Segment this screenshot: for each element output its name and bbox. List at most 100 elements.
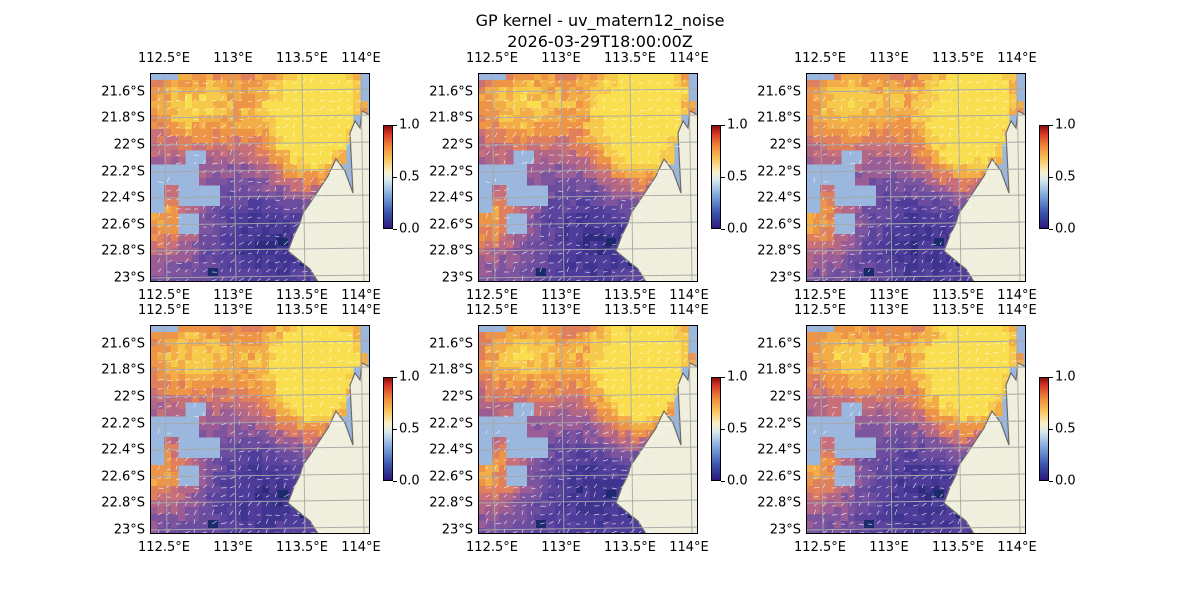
figure-title: GP kernel - uv_matern12_noise <box>475 11 725 30</box>
lon-tick-label-bottom: 114°E <box>669 540 709 555</box>
colorbar-tick-mark <box>721 125 725 126</box>
colorbar-tick-label: 0.0 <box>727 221 748 237</box>
lat-tick-label: 22.4°S <box>101 190 145 206</box>
colorbar-tick-mark <box>721 229 725 230</box>
colorbar-tick-mark <box>1049 177 1053 178</box>
colorbar-tick-mark <box>393 429 397 430</box>
lon-tick-label-bottom: 114°E <box>341 540 381 555</box>
lon-tick-label-top: 114°E <box>997 303 1037 318</box>
colorbar-tick-mark <box>393 481 397 482</box>
colorbar <box>711 125 721 229</box>
lat-tick-label: 22.6°S <box>757 469 801 485</box>
lat-tick-label: 22.8°S <box>101 243 145 259</box>
colorbar <box>383 125 393 229</box>
graticule <box>806 73 1026 282</box>
lat-tick-label: 22.8°S <box>757 243 801 259</box>
colorbar-tick-label: 0.0 <box>1055 473 1076 489</box>
current-vectors <box>157 77 362 282</box>
lon-tick-label-top: 112.5°E <box>794 303 846 318</box>
lon-tick-label-bottom: 114°E <box>341 288 381 303</box>
lat-tick-label: 21.8°S <box>757 110 801 126</box>
lon-tick-label-top: 113°E <box>213 51 253 66</box>
colorbar-tick-mark <box>1049 429 1053 430</box>
colorbar-tick-mark <box>1049 377 1053 378</box>
current-vectors <box>813 78 1016 282</box>
colorbar-tick-label: 1.0 <box>727 117 748 133</box>
lat-tick-label: 23°S <box>113 522 145 538</box>
lat-tick-label: 22.4°S <box>101 442 145 458</box>
lat-tick-label: 22.6°S <box>757 217 801 233</box>
lat-tick-label: 23°S <box>441 270 473 286</box>
land-coastline <box>287 362 370 534</box>
lon-tick-label-top: 112.5°E <box>138 51 190 66</box>
colorbar-tick-label: 0.5 <box>727 421 748 437</box>
lon-tick-label-bottom: 113.5°E <box>604 288 656 303</box>
lon-tick-label-bottom: 113.5°E <box>276 288 328 303</box>
lon-tick-label-top: 113°E <box>213 303 253 318</box>
lat-tick-label: 21.6°S <box>101 84 145 100</box>
lat-tick-label: 22.6°S <box>429 469 473 485</box>
colorbar-tick-mark <box>721 377 725 378</box>
lat-tick-label: 22.4°S <box>757 190 801 206</box>
map-canvas <box>150 325 370 534</box>
colorbar <box>1039 377 1049 481</box>
colorbar-tick-label: 1.0 <box>1055 117 1076 133</box>
colorbar-tick-mark <box>1049 125 1053 126</box>
figure-subtitle-timestamp: 2026-03-29T18:00:00Z <box>507 32 693 51</box>
lon-tick-label-top: 113.5°E <box>604 51 656 66</box>
colorbar-tick-label: 1.0 <box>1055 369 1076 385</box>
graticule <box>806 325 1026 534</box>
lon-tick-label-top: 112.5°E <box>466 303 518 318</box>
colorbar-tick-mark <box>393 377 397 378</box>
map-panel: 112.5°E 112.5°E 113°E 113°E 113.5°E 113.5°E 11… <box>429 51 747 303</box>
lon-tick-label-top: 113.5°E <box>276 51 328 66</box>
lat-tick-label: 22.4°S <box>429 442 473 458</box>
lon-tick-label-top: 112.5°E <box>138 303 190 318</box>
lat-tick-label: 23°S <box>113 270 145 286</box>
lat-tick-label: 22.8°S <box>429 243 473 259</box>
lon-tick-label-top: 113°E <box>541 303 581 318</box>
lon-tick-label-top: 112.5°E <box>794 51 846 66</box>
lon-tick-label-top: 114°E <box>341 303 381 318</box>
colorbar <box>711 377 721 481</box>
map-canvas <box>806 73 1026 282</box>
lat-tick-label: 21.8°S <box>101 362 145 378</box>
lat-tick-label: 22°S <box>113 137 145 153</box>
colorbar-tick-mark <box>721 429 725 430</box>
map-canvas <box>806 325 1026 534</box>
lon-tick-label-top: 113.5°E <box>932 303 984 318</box>
lon-tick-label-top: 114°E <box>341 51 381 66</box>
lon-tick-label-top: 114°E <box>997 51 1037 66</box>
lat-tick-label: 22.2°S <box>101 164 145 180</box>
lon-tick-label-top: 114°E <box>669 51 709 66</box>
graticule <box>150 325 370 534</box>
map-panel: 112.5°E 112.5°E 113°E 113°E 113.5°E 113.5°E 11… <box>101 303 419 555</box>
lat-tick-label: 22.2°S <box>429 164 473 180</box>
lon-tick-label-bottom: 113.5°E <box>604 540 656 555</box>
lat-tick-label: 21.8°S <box>429 362 473 378</box>
land-coastline <box>287 110 370 282</box>
land-coastline <box>615 110 698 282</box>
data-field <box>806 73 1024 282</box>
lat-tick-label: 21.6°S <box>429 84 473 100</box>
lon-tick-label-top: 113°E <box>869 303 909 318</box>
current-vectors <box>485 77 688 282</box>
colorbar-tick-label: 0.5 <box>727 169 748 185</box>
colorbar-tick-label: 0.0 <box>1055 221 1076 237</box>
lat-tick-label: 22.2°S <box>757 164 801 180</box>
data-field <box>478 325 696 534</box>
lon-tick-label-bottom: 113.5°E <box>932 288 984 303</box>
graticule <box>478 73 698 282</box>
lat-tick-label: 22.4°S <box>429 190 473 206</box>
colorbar-tick-label: 0.0 <box>399 473 420 489</box>
lon-tick-label-top: 113.5°E <box>604 303 656 318</box>
lon-tick-label-top: 113°E <box>869 51 909 66</box>
colorbar-tick-label: 1.0 <box>399 117 420 133</box>
lon-tick-label-bottom: 113.5°E <box>276 540 328 555</box>
land-coastline <box>615 362 698 534</box>
lon-tick-label-bottom: 112.5°E <box>794 540 846 555</box>
land-coastline <box>943 110 1026 282</box>
map-canvas <box>150 73 370 282</box>
lon-tick-label-top: 113.5°E <box>932 51 984 66</box>
colorbar-tick-mark <box>393 125 397 126</box>
